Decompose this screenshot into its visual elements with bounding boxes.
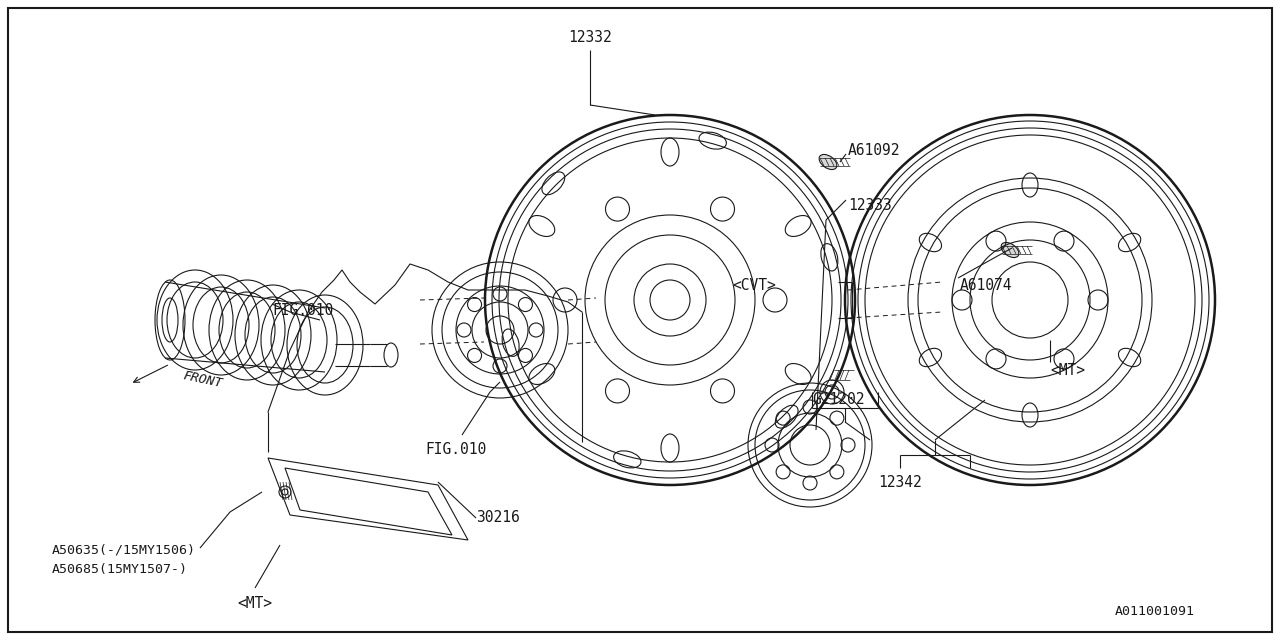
- Ellipse shape: [819, 154, 837, 170]
- Text: <MT>: <MT>: [1050, 362, 1085, 378]
- Text: G21202: G21202: [812, 392, 864, 408]
- Text: 30216: 30216: [476, 510, 520, 525]
- Text: <CVT>: <CVT>: [732, 278, 776, 292]
- Text: FRONT: FRONT: [182, 369, 224, 390]
- Text: FIG.010: FIG.010: [273, 303, 333, 317]
- Text: A61092: A61092: [849, 143, 901, 157]
- Text: A61074: A61074: [960, 278, 1012, 292]
- Text: <MT>: <MT>: [238, 596, 273, 611]
- Text: 12342: 12342: [878, 475, 922, 490]
- Ellipse shape: [1001, 243, 1019, 257]
- Text: A011001091: A011001091: [1115, 605, 1196, 618]
- Text: A50635(-/15MY1506): A50635(-/15MY1506): [52, 543, 196, 557]
- Text: A50685(15MY1507-): A50685(15MY1507-): [52, 563, 188, 577]
- Text: FIG.010: FIG.010: [425, 442, 486, 457]
- Text: 12332: 12332: [568, 30, 612, 45]
- Text: 12333: 12333: [849, 198, 892, 212]
